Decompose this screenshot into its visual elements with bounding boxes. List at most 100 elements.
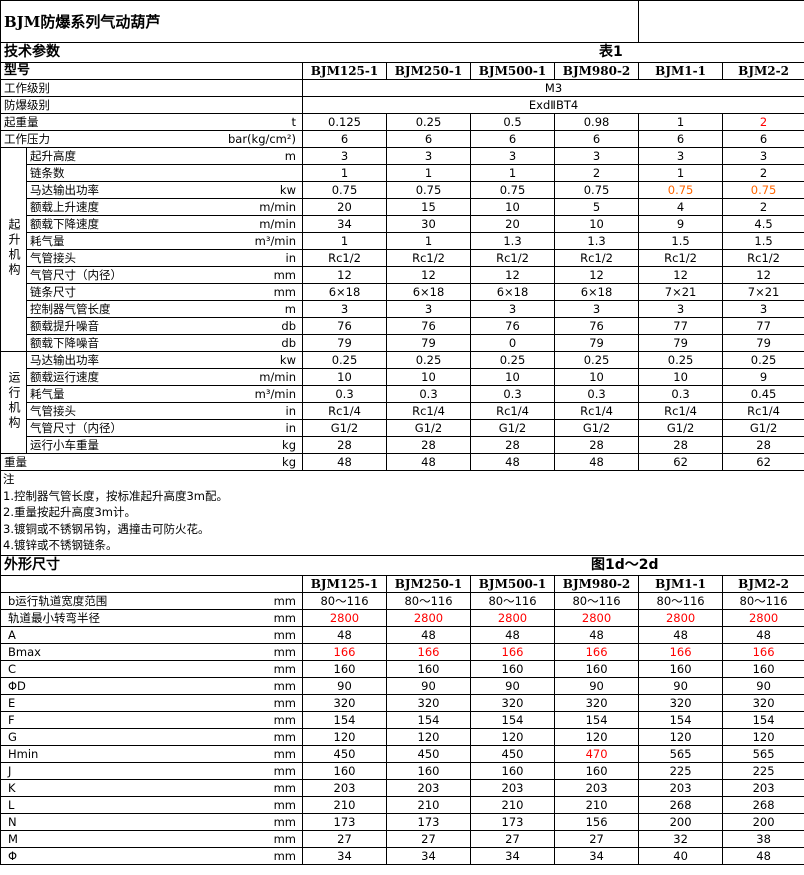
- value-cell: 79: [553, 334, 640, 352]
- value-cell: 0.75: [638, 181, 724, 199]
- figure-label: 图1d～2d: [591, 557, 659, 573]
- value-cell: 160: [302, 660, 387, 678]
- value-cell: 7×21: [722, 283, 804, 301]
- value-cell: 200: [638, 813, 724, 831]
- value-cell: 3: [553, 147, 640, 165]
- param-unit: db: [281, 319, 296, 333]
- value-cell: 3: [722, 147, 804, 165]
- param-unit: t: [291, 115, 296, 129]
- value-cell: 1: [638, 113, 724, 131]
- param-label: Φ: [8, 849, 18, 863]
- param-unit: m³/min: [254, 234, 296, 248]
- value-cell: 34: [470, 847, 555, 865]
- param-label: M: [8, 832, 18, 846]
- note-line: 1.控制器气管长度，按标准起升高度3m配。: [3, 488, 228, 503]
- value-cell: 12: [386, 266, 471, 284]
- param-unit: kw: [279, 183, 296, 197]
- value-cell: 0.25: [722, 351, 804, 369]
- value-cell: Rc1/4: [553, 402, 640, 420]
- param-label-cell: 气管接头 in: [26, 402, 303, 420]
- work-class-row: 工作级别 M3: [0, 79, 804, 97]
- value-cell: G1/2: [553, 419, 640, 437]
- value-cell: 34: [302, 847, 387, 865]
- value-cell: 210: [470, 796, 555, 814]
- value-cell: 0.98: [553, 113, 640, 131]
- value-cell: 0.3: [553, 385, 640, 403]
- value-cell: 10: [386, 368, 471, 386]
- notes: 注 1.控制器气管长度，按标准起升高度3m配。 2.重量按起升高度3m计。 3.镀铜或…: [0, 470, 804, 556]
- value-cell: G1/2: [302, 419, 387, 437]
- param-label-cell: 气管尺寸（内径） in: [26, 419, 303, 437]
- param-unit: mm: [273, 611, 296, 625]
- value-cell: 154: [302, 711, 387, 729]
- value-cell: 203: [638, 779, 724, 797]
- param-unit: mm: [273, 815, 296, 829]
- value-cell: 62: [722, 453, 804, 471]
- value-cell: 225: [638, 762, 724, 780]
- value-cell: 48: [302, 453, 387, 471]
- param-label-cell: Hmin mm: [0, 745, 303, 763]
- param-unit: mm: [273, 747, 296, 761]
- model-header: BJM1-1: [638, 575, 724, 593]
- param-row: 起升机构 起升高度 m 3 3 3 3 3 3: [0, 147, 804, 352]
- dimension-row: b运行轨道宽度范围 mm 80～116 80～116 80～116 80～116 80～11…: [0, 592, 804, 610]
- param-label-cell: Bmax mm: [0, 643, 303, 661]
- value-cell: 320: [470, 694, 555, 712]
- title-blank-cell: [638, 0, 804, 43]
- value-cell: 28: [302, 436, 387, 454]
- param-unit: m: [284, 302, 296, 316]
- value-cell: 28: [638, 436, 724, 454]
- param-label: 起升高度: [30, 149, 76, 163]
- value-cell: 203: [470, 779, 555, 797]
- value-cell: 80～116: [638, 592, 724, 610]
- value-cell: 2: [553, 164, 640, 182]
- value-cell: 20: [470, 215, 555, 233]
- value-cell: 154: [386, 711, 471, 729]
- value-cell: 2800: [553, 609, 640, 627]
- value-cell: 120: [386, 728, 471, 746]
- value-cell: Rc1/2: [553, 249, 640, 267]
- model-header: BJM125-1: [302, 575, 387, 593]
- param-row: 耗气量 m³/min 1 1 1.3 1.3 1.5 1.5: [1, 232, 804, 250]
- model-label: 型号: [0, 62, 303, 80]
- param-unit: mm: [273, 849, 296, 863]
- value-cell: 2: [722, 198, 804, 216]
- value-cell: 77: [638, 317, 724, 335]
- value-cell: 6: [638, 130, 724, 148]
- param-unit: m/min: [259, 370, 296, 384]
- param-unit: mm: [273, 679, 296, 693]
- value-cell: 79: [638, 334, 724, 352]
- value-cell: 450: [302, 745, 387, 763]
- value-cell: 173: [470, 813, 555, 831]
- value-cell: 0.5: [470, 113, 555, 131]
- model-header: BJM2-2: [722, 575, 804, 593]
- param-unit: mm: [273, 696, 296, 710]
- param-unit: mm: [273, 285, 296, 299]
- value-cell: 80～116: [722, 592, 804, 610]
- table-label: 表1: [599, 44, 623, 60]
- value-cell: 3: [553, 300, 640, 318]
- param-label-cell: 耗气量 m³/min: [26, 385, 303, 403]
- value-cell: 48: [302, 626, 387, 644]
- model-header: BJM250-1: [386, 575, 471, 593]
- value-cell: 160: [470, 660, 555, 678]
- blank-header-cell: [0, 575, 303, 593]
- value-cell: 76: [386, 317, 471, 335]
- param-label: 马达输出功率: [30, 353, 99, 367]
- value-cell: Rc1/2: [470, 249, 555, 267]
- param-label-cell: 耗气量 m³/min: [26, 232, 303, 250]
- value-cell: 27: [470, 830, 555, 848]
- param-row: 气管尺寸（内径） in G1/2 G1/2 G1/2 G1/2 G1/2 G1/2: [1, 419, 804, 437]
- value-cell: 0.75: [302, 181, 387, 199]
- param-row: 链条尺寸 mm 6×18 6×18 6×18 6×18 7×21 7×21: [1, 283, 804, 301]
- value-cell: 0.3: [470, 385, 555, 403]
